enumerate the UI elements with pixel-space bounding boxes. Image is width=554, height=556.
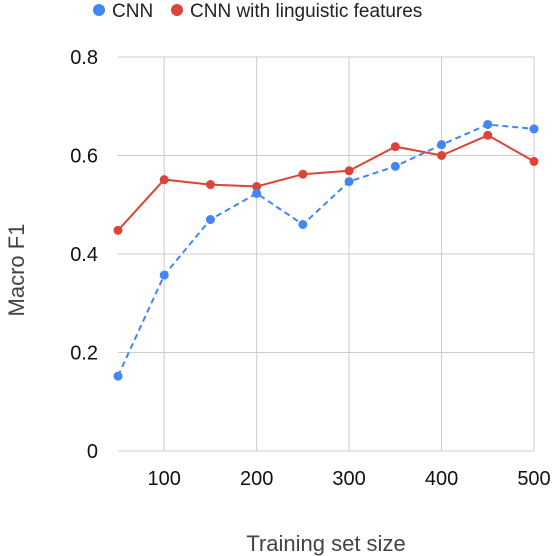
legend-marker [171,4,183,16]
legend-marker [93,4,105,16]
y-tick-label: 0.8 [70,47,98,69]
data-point [529,156,539,166]
legend-label: CNN [112,1,153,22]
data-point [390,142,400,152]
data-point [113,225,123,235]
data-point [252,188,262,198]
y-tick-label: 0 [87,441,98,463]
y-tick-label: 0.2 [70,343,98,365]
legend-item: CNN with linguistic features [171,1,422,22]
x-tick-label: 100 [148,468,181,490]
data-point [483,119,493,129]
y-tick-label: 0.4 [70,244,98,266]
legend: CNN CNN with linguistic features [93,1,422,22]
legend-label: CNN with linguistic features [190,1,422,22]
data-point [159,175,169,185]
data-point [437,151,447,160]
data-point [529,124,539,134]
series-cnn-linguistic [113,130,539,235]
data-point [344,166,354,176]
data-point [159,270,169,280]
data-point [205,215,215,225]
series-group [113,119,539,381]
data-point [437,140,447,150]
data-point [483,130,493,140]
x-tick-label: 200 [240,468,273,490]
legend-item: CNN [93,1,153,22]
series-line [117,123,535,377]
series-cnn [113,119,539,381]
data-point [390,161,400,171]
x-tick-label: 500 [517,468,550,490]
data-point [344,177,354,187]
y-axis-ticks: 0 0.2 0.4 0.6 0.8 [70,47,98,463]
x-tick-label: 400 [425,468,458,490]
y-axis-title: Macro F1 [4,224,29,317]
x-axis-title: Training set size [246,531,405,556]
x-tick-label: 300 [332,468,365,490]
data-point [298,219,308,229]
data-point [113,371,123,381]
data-point [205,180,215,190]
data-point [298,169,308,179]
y-tick-label: 0.6 [70,146,98,168]
data-point [252,182,262,192]
gridlines [118,56,535,452]
x-axis-ticks: 100 200 300 400 500 [148,468,551,490]
series-line [117,134,535,232]
